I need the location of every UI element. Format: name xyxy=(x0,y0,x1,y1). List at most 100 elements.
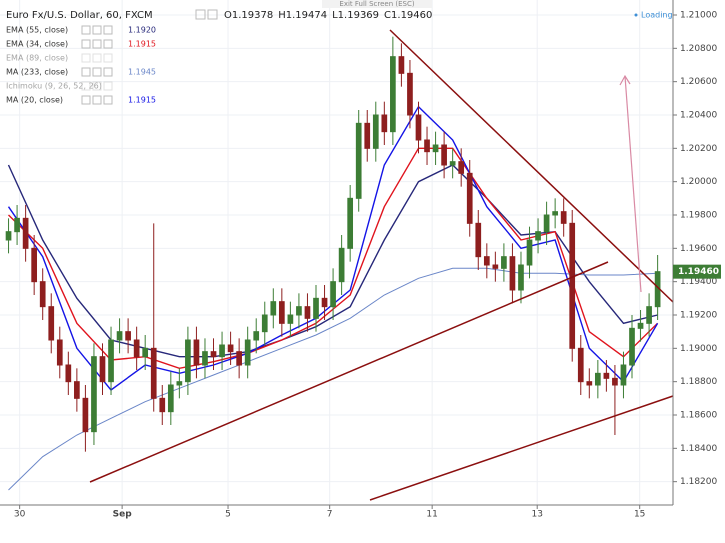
legend-icon xyxy=(81,95,91,105)
candle-body xyxy=(313,297,319,319)
legend-value: 1.1915 xyxy=(128,40,156,49)
candle-body xyxy=(372,114,379,149)
candle-body xyxy=(330,281,336,308)
candle-body xyxy=(210,351,217,358)
icon xyxy=(207,9,218,20)
candle-body xyxy=(321,297,328,308)
y-tick-label: 1.20400 xyxy=(680,111,717,121)
legend-icon xyxy=(81,25,91,35)
candle-body xyxy=(594,372,601,386)
legend-icon xyxy=(92,81,102,91)
candle-body xyxy=(5,231,12,241)
indicator-line xyxy=(8,267,658,491)
last-price-tag xyxy=(673,264,721,279)
candle-body xyxy=(304,306,311,319)
candle-body xyxy=(355,122,362,199)
legend-value: 1.1915 xyxy=(128,96,156,105)
candle-body xyxy=(338,247,345,283)
legend-icon xyxy=(92,25,102,35)
candle-body xyxy=(91,356,97,433)
candle-body xyxy=(193,339,200,366)
y-tick-label: 1.18400 xyxy=(680,444,717,454)
legend-icon xyxy=(103,53,113,63)
ohlc-value: C1.19460 xyxy=(384,10,432,21)
candle-body xyxy=(244,339,251,366)
candle-body xyxy=(347,197,354,249)
candle-body xyxy=(441,144,447,166)
candle-body xyxy=(501,256,507,269)
candle-body xyxy=(219,344,225,358)
candle-body xyxy=(236,351,242,366)
legend-label: EMA (55, close) xyxy=(6,26,68,35)
header-icons xyxy=(195,9,218,20)
candle-body xyxy=(492,264,499,269)
arrow-shaft xyxy=(624,75,642,293)
grid xyxy=(0,0,673,505)
candle-body xyxy=(586,381,593,386)
y-tick-label: 1.20800 xyxy=(680,44,717,54)
candle-body xyxy=(108,339,114,383)
candle-body xyxy=(535,231,541,241)
y-tick-label: 1.19600 xyxy=(680,244,717,254)
candles xyxy=(5,36,661,452)
candle-body xyxy=(296,306,302,316)
ohlc: O1.19378 H1.19474 L1.19369 C1.19460 xyxy=(224,10,432,21)
x-tick-label: 11 xyxy=(426,510,437,520)
candle-body xyxy=(150,347,157,399)
x-tick-label: 5 xyxy=(225,510,231,520)
candle-body xyxy=(202,351,208,366)
candle-body xyxy=(364,122,371,149)
candle-body xyxy=(176,381,183,386)
candle-body xyxy=(569,222,576,349)
y-tick-label: 1.20000 xyxy=(680,177,717,187)
legend-icon xyxy=(81,39,91,49)
axes: 1.18200 1.18400 1.18600 1.18800 1.19000 1.192… xyxy=(14,11,721,520)
candle-body xyxy=(167,384,174,413)
legend-label: EMA (34, close) xyxy=(6,40,68,49)
candle-body xyxy=(278,301,285,324)
candle-body xyxy=(39,281,46,308)
arrow-head xyxy=(619,74,631,86)
candle-body xyxy=(612,377,618,386)
candle-body xyxy=(509,256,516,291)
candle-body xyxy=(637,322,644,329)
candle-body xyxy=(407,72,413,116)
time-axis-bg xyxy=(0,505,725,543)
ohlc-value: O1.19378 xyxy=(224,10,273,21)
ohlc-value: H1.19474 xyxy=(278,10,327,21)
candle-body xyxy=(270,301,277,316)
symbol: Euro Fx/U.S. Dollar, 60, FXCM xyxy=(6,10,153,21)
candle-body xyxy=(483,256,490,266)
loading-dot xyxy=(634,13,638,17)
candle-body xyxy=(287,314,294,324)
legend-icon xyxy=(92,39,102,49)
y-tick-label: 1.21000 xyxy=(680,11,717,21)
candle-body xyxy=(159,397,166,413)
y-tick-label: 1.18200 xyxy=(680,477,717,487)
exit-fullscreen[interactable]: Exit Full Screen (ESC) xyxy=(339,0,414,8)
candle-body xyxy=(424,139,430,153)
legend-icon xyxy=(81,53,91,63)
legend-value: 1.1945 xyxy=(128,68,156,77)
legend-icon xyxy=(92,95,102,105)
y-tick-label: 1.20600 xyxy=(680,77,717,87)
y-tick-label: 1.18600 xyxy=(680,411,717,421)
legend: EMA (55, close) 1.1920 EMA (34, close) 1.19… xyxy=(6,25,156,105)
candle-body xyxy=(552,211,558,216)
icon xyxy=(195,9,206,20)
candle-body xyxy=(56,339,63,366)
candle-body xyxy=(116,331,123,341)
candle-body xyxy=(133,339,140,358)
legend-value: 1.1920 xyxy=(128,26,156,35)
candle-body xyxy=(261,314,268,333)
legend-label: MA (233, close) xyxy=(6,68,68,77)
legend-icon xyxy=(103,81,113,91)
candle-body xyxy=(603,372,610,379)
legend-icon xyxy=(103,25,113,35)
x-tick-label: Sep xyxy=(113,510,133,520)
trend-line xyxy=(389,29,674,303)
candle-body xyxy=(415,114,422,141)
exit-button[interactable] xyxy=(322,0,432,8)
